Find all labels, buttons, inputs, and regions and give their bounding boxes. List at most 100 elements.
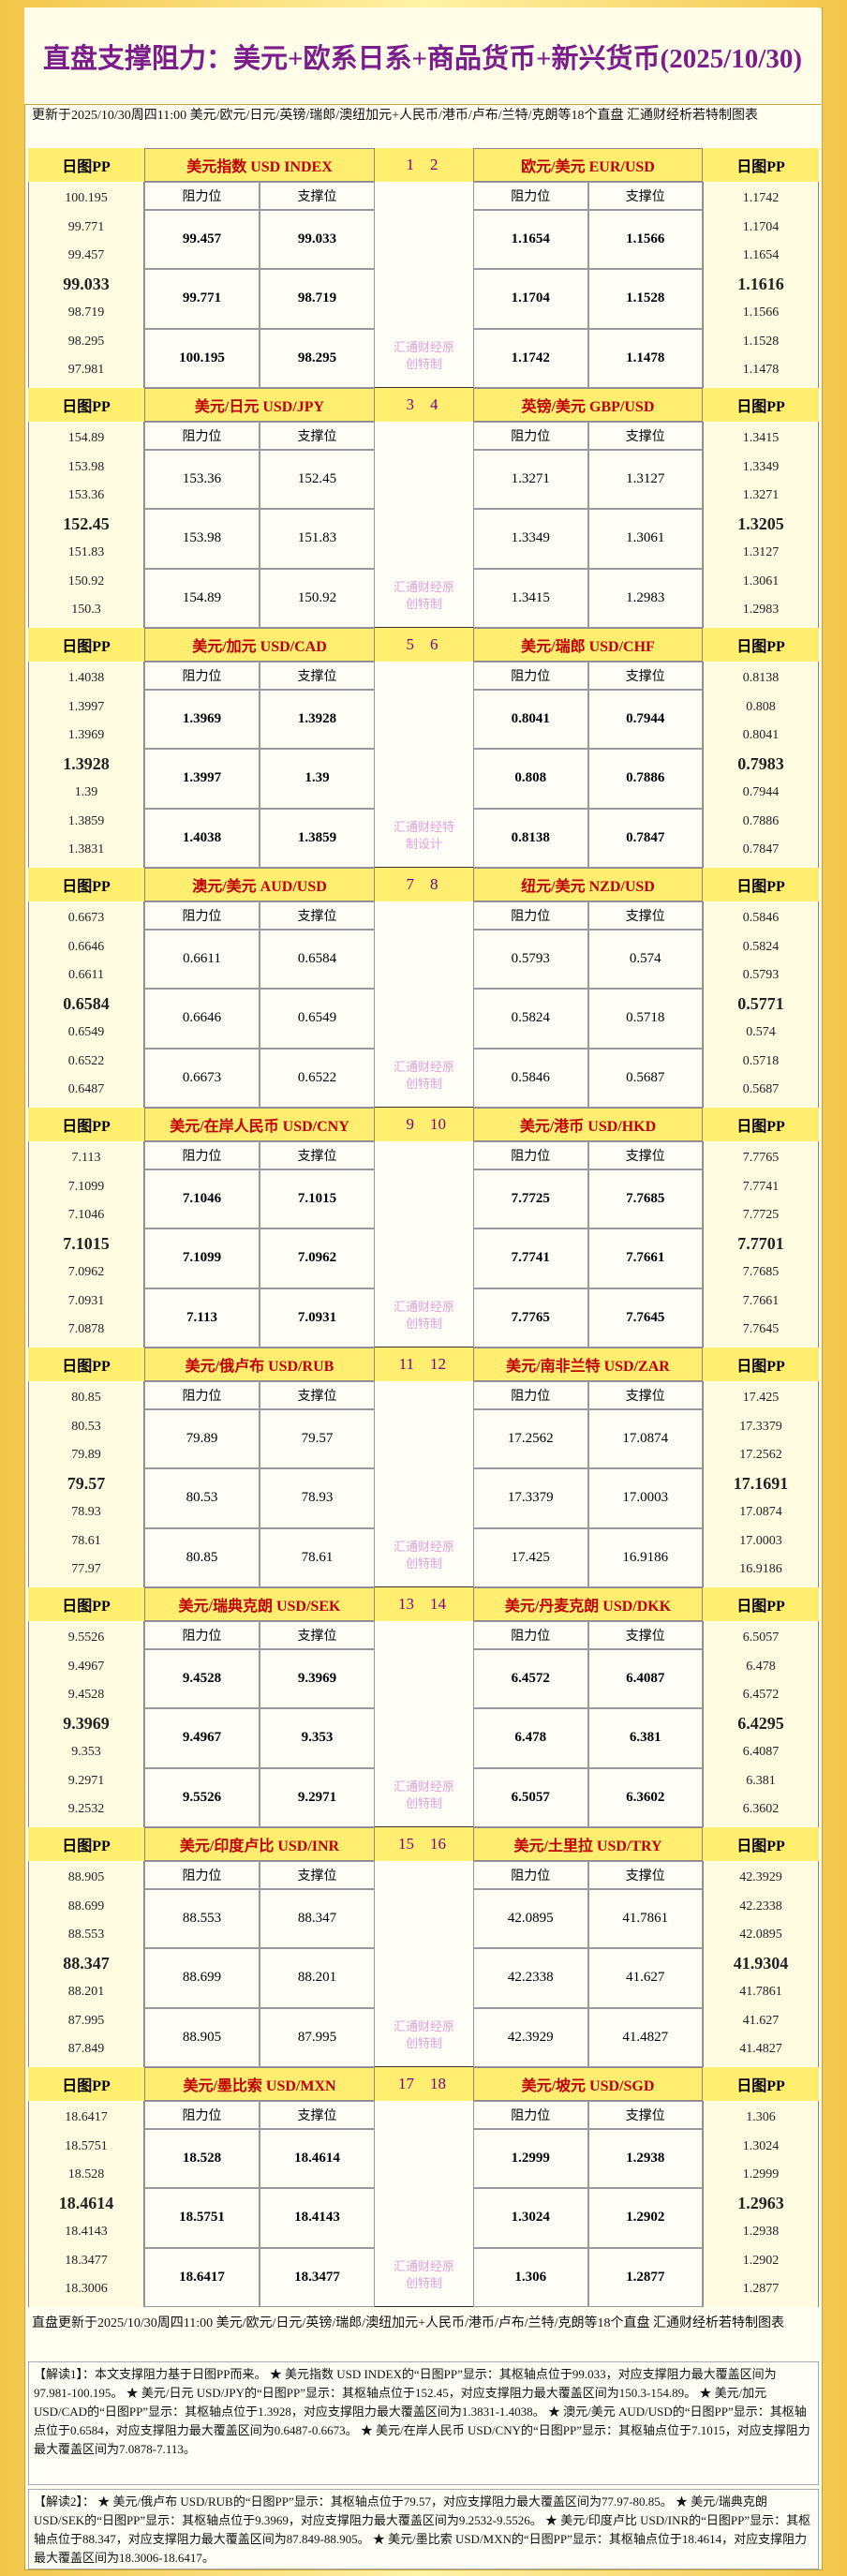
pair-number: 3 <box>406 395 415 413</box>
support-value: 7.0962 <box>260 1228 375 1288</box>
pp-header: 日图PP <box>28 2067 144 2101</box>
col-header: 支撑位 <box>260 182 375 210</box>
col-header: 支撑位 <box>260 2101 375 2129</box>
support-value: 9.353 <box>260 1708 375 1768</box>
col-header: 支撑位 <box>587 1621 703 1649</box>
pair-title: 美元/墨比索 USD/MXN <box>144 2067 375 2101</box>
pp-value: 18.528 <box>67 2167 105 2181</box>
resistance-value: 1.3997 <box>144 749 260 809</box>
pp-value: 100.195 <box>65 191 108 205</box>
pp-value: 17.3379 <box>739 1419 782 1434</box>
pp-value: 18.5751 <box>65 2138 108 2153</box>
pivot-value: 7.1015 <box>63 1234 110 1253</box>
pp-header: 日图PP <box>28 1348 144 1381</box>
title-box <box>24 7 821 105</box>
watermark: 汇通财经原创特制 <box>394 340 455 371</box>
pair-number: 2 <box>430 156 438 173</box>
pp-value: 6.381 <box>746 1773 776 1788</box>
pp-value: 87.849 <box>67 2042 105 2056</box>
resistance-value: 99.457 <box>144 210 260 270</box>
pp-value: 7.7661 <box>742 1293 780 1308</box>
pp-value: 0.6549 <box>67 1025 105 1039</box>
pp-value: 154.89 <box>67 431 105 445</box>
pivot-value: 1.3205 <box>737 514 784 533</box>
pair-number: 7 <box>406 875 415 893</box>
col-header: 支撑位 <box>260 1621 375 1649</box>
support-value: 1.2983 <box>587 568 703 628</box>
pp-value: 42.0895 <box>739 1928 782 1942</box>
center-header <box>375 1108 473 1141</box>
pp-value: 0.8041 <box>742 728 780 742</box>
support-value: 0.574 <box>587 930 703 990</box>
col-header: 阻力位 <box>144 1621 260 1649</box>
pp-value: 1.2983 <box>742 603 780 617</box>
pair-title: 欧元/美元 EUR/USD <box>473 148 703 182</box>
resistance-value: 88.553 <box>144 1889 260 1949</box>
pp-value: 1.3415 <box>742 431 780 445</box>
pivot-value: 152.45 <box>63 514 110 533</box>
pp-value: 1.4038 <box>67 671 105 685</box>
pp-value: 9.2971 <box>67 1773 105 1788</box>
support-value: 99.033 <box>260 210 375 270</box>
pair-title: 美元/俄卢布 USD/RUB <box>144 1348 375 1381</box>
resistance-value: 80.85 <box>144 1527 260 1587</box>
pp-value: 0.808 <box>746 699 776 714</box>
pp-column <box>703 1348 819 1587</box>
pair-title: 澳元/美元 AUD/USD <box>144 868 375 901</box>
pp-value: 9.5526 <box>67 1630 105 1645</box>
pp-column <box>703 2067 819 2307</box>
pivot-value: 41.9304 <box>733 1954 789 1973</box>
support-value: 9.3969 <box>260 1649 375 1709</box>
support-value: 1.1528 <box>587 269 703 329</box>
col-header: 支撑位 <box>587 1381 703 1409</box>
support-value: 1.1478 <box>587 328 703 388</box>
pp-value: 1.1704 <box>742 219 780 234</box>
pair-title: 英镑/美元 GBP/USD <box>473 388 703 422</box>
support-value: 1.3928 <box>260 690 375 750</box>
pp-header: 日图PP <box>28 628 144 662</box>
pp-value: 6.4087 <box>742 1745 780 1759</box>
support-value: 7.7661 <box>587 1228 703 1288</box>
pp-column <box>703 388 819 628</box>
support-value: 98.719 <box>260 269 375 329</box>
pp-value: 1.2877 <box>742 2282 780 2296</box>
col-header: 阻力位 <box>144 2101 260 2129</box>
col-header: 阻力位 <box>473 901 588 930</box>
pp-header: 日图PP <box>703 2067 819 2101</box>
pp-value: 7.113 <box>71 1151 101 1165</box>
pp-value: 18.6417 <box>65 2110 108 2124</box>
center-header <box>375 868 473 901</box>
col-header: 支撑位 <box>260 422 375 450</box>
pp-header: 日图PP <box>28 1108 144 1141</box>
pp-value: 97.981 <box>67 363 105 377</box>
pp-value: 0.6646 <box>67 939 105 954</box>
pp-value: 17.2562 <box>739 1448 782 1462</box>
support-value: 0.6522 <box>260 1048 375 1108</box>
support-value: 7.7645 <box>587 1288 703 1348</box>
pair-title: 美元/瑞郎 USD/CHF <box>473 628 703 662</box>
pp-value: 0.6673 <box>67 911 105 925</box>
pp-header: 日图PP <box>703 628 819 662</box>
pp-value: 7.1046 <box>67 1208 105 1222</box>
pivot-value: 1.2963 <box>737 2194 784 2212</box>
pp-value: 87.995 <box>67 2013 105 2028</box>
pp-header: 日图PP <box>703 868 819 901</box>
support-value: 6.381 <box>587 1708 703 1768</box>
resistance-value: 1.1742 <box>473 328 588 388</box>
pair-title: 美元/港币 USD/HKD <box>473 1108 703 1141</box>
pp-value: 6.3602 <box>742 1802 780 1816</box>
pair-number: 6 <box>430 635 438 653</box>
pp-value: 77.97 <box>71 1562 101 1576</box>
pp-value: 7.7685 <box>742 1265 780 1279</box>
support-value: 0.5687 <box>587 1048 703 1108</box>
pp-value: 1.3271 <box>742 488 780 502</box>
resistance-value: 154.89 <box>144 568 260 628</box>
resistance-value: 42.2338 <box>473 1948 588 2008</box>
support-value: 7.0931 <box>260 1288 375 1348</box>
support-value: 1.2938 <box>587 2129 703 2189</box>
pair-number: 11 <box>398 1355 414 1373</box>
resistance-value: 18.528 <box>144 2129 260 2189</box>
col-header: 支撑位 <box>260 1141 375 1169</box>
pivot-value: 18.4614 <box>58 2194 114 2212</box>
resistance-value: 0.5824 <box>473 989 588 1049</box>
